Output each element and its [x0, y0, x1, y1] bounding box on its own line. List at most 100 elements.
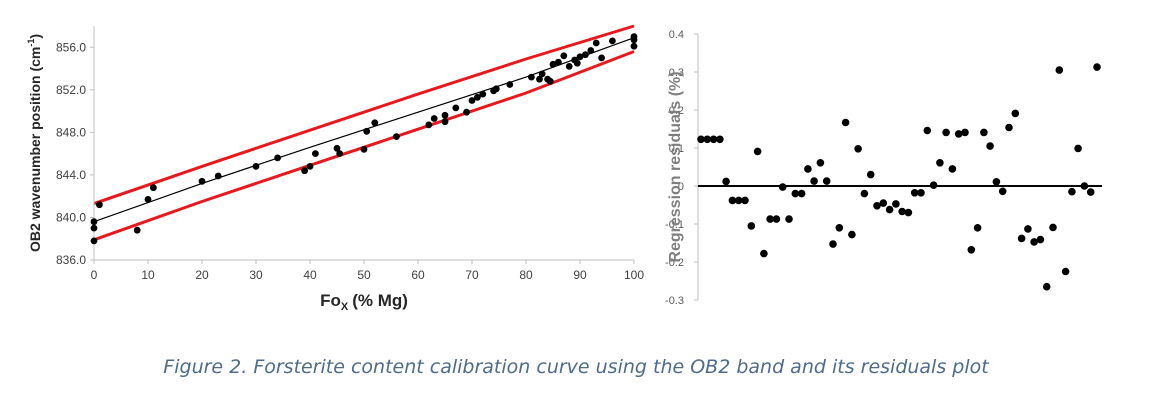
- data-point: [506, 81, 514, 88]
- x-axis-title-subscript: X: [341, 301, 349, 313]
- data-point: [214, 172, 222, 180]
- data-point: [452, 104, 460, 112]
- x-tick-label: 80: [519, 268, 533, 282]
- x-tick-label: 40: [303, 268, 317, 282]
- residual-point: [1017, 234, 1026, 243]
- x-tick-label: 90: [573, 268, 587, 282]
- data-point: [587, 47, 595, 54]
- residuals-y-axis-title: Regression residuals (%): [667, 71, 684, 262]
- residual-point: [734, 196, 743, 205]
- residual-points: [697, 63, 1101, 291]
- data-point: [133, 226, 141, 234]
- residual-point: [816, 159, 825, 167]
- residual-point: [892, 200, 900, 208]
- y-tick-label: 852.0: [56, 83, 86, 97]
- residual-point: [967, 246, 976, 254]
- residual-point: [709, 135, 718, 144]
- x-tick-label: 70: [465, 268, 479, 282]
- data-point: [371, 119, 379, 127]
- residual-point: [898, 207, 906, 216]
- residuals-axis-labels: Regression residuals (%): [667, 71, 684, 262]
- y-axis-title: OB2 wavenumber position (cm-1): [26, 34, 43, 252]
- y-tick-label: -0.3: [665, 295, 684, 307]
- data-point: [90, 218, 98, 226]
- data-point: [576, 53, 584, 61]
- x-tick-label: 0: [91, 268, 98, 282]
- residuals-axes: -0.3 -0.2 -0.1 0 0.1 0.2 0.3 0.4: [665, 29, 1102, 307]
- residual-point: [923, 126, 932, 135]
- x-tick-label: 30: [249, 268, 263, 282]
- x-axis-title: FoX (% Mg): [320, 291, 408, 313]
- residual-point: [936, 159, 944, 167]
- data-point: [592, 39, 600, 47]
- residual-point: [866, 170, 875, 179]
- y-tick-label: 840.0: [56, 210, 86, 224]
- residual-point: [917, 189, 925, 197]
- data-point: [252, 163, 260, 170]
- residual-point: [992, 178, 1001, 186]
- residual-point: [728, 196, 737, 205]
- data-point: [630, 42, 638, 50]
- data-point: [306, 163, 314, 170]
- data-point: [474, 93, 481, 101]
- data-point: [538, 70, 546, 78]
- y-axis-title-suffix: ): [27, 34, 43, 39]
- residual-point: [822, 177, 831, 185]
- data-point: [90, 224, 98, 232]
- y-tick-label: 848.0: [56, 125, 86, 139]
- data-point: [479, 90, 487, 98]
- residual-point: [848, 230, 856, 239]
- residual-point: [1011, 109, 1020, 118]
- y-tick-label: 0.1: [669, 143, 684, 155]
- y-tick-label: 0.3: [669, 67, 684, 79]
- data-point: [549, 60, 557, 68]
- residual-point: [961, 128, 969, 137]
- residual-point: [1042, 282, 1051, 291]
- x-tick-label: 100: [624, 268, 644, 282]
- upper-prediction-band: [93, 24, 635, 206]
- residual-point: [829, 240, 837, 248]
- residual-point: [716, 135, 724, 144]
- residual-point: [1068, 187, 1076, 196]
- residual-point: [841, 118, 850, 127]
- residual-point: [772, 215, 781, 223]
- residual-point: [766, 215, 774, 223]
- y-tick-label: -0.2: [665, 257, 684, 269]
- residual-point: [973, 224, 982, 232]
- residual-point: [1024, 225, 1032, 233]
- data-point: [336, 150, 344, 158]
- data-point: [560, 52, 568, 60]
- calibration-axis-labels: FoX (% Mg) OB2 wavenumber position (cm-1): [26, 34, 408, 313]
- data-point: [546, 77, 554, 85]
- x-axis-title-suffix: (% Mg): [352, 291, 408, 310]
- residual-point: [747, 222, 756, 230]
- residual-point: [1093, 63, 1101, 71]
- data-point: [274, 154, 281, 162]
- data-point: [555, 58, 562, 66]
- data-point: [363, 127, 371, 135]
- residual-point: [722, 177, 730, 186]
- data-point: [144, 196, 152, 203]
- data-point: [360, 146, 368, 153]
- data-point: [393, 133, 400, 141]
- residual-point: [986, 142, 994, 150]
- data-point: [90, 237, 98, 245]
- residual-point: [810, 177, 818, 185]
- data-point: [150, 184, 157, 192]
- residual-point: [791, 189, 800, 198]
- residual-point: [904, 208, 913, 217]
- residual-point: [948, 165, 957, 173]
- residual-point: [879, 199, 888, 207]
- data-point: [96, 201, 103, 209]
- residual-point: [954, 130, 963, 138]
- x-tick-label: 10: [141, 268, 155, 282]
- residual-point: [942, 128, 950, 137]
- data-point: [301, 167, 308, 175]
- data-point: [528, 73, 535, 81]
- residual-point: [835, 224, 844, 232]
- x-tick-label: 60: [411, 268, 425, 282]
- data-point: [582, 51, 589, 59]
- residual-point: [797, 189, 806, 198]
- residual-point: [998, 187, 1007, 196]
